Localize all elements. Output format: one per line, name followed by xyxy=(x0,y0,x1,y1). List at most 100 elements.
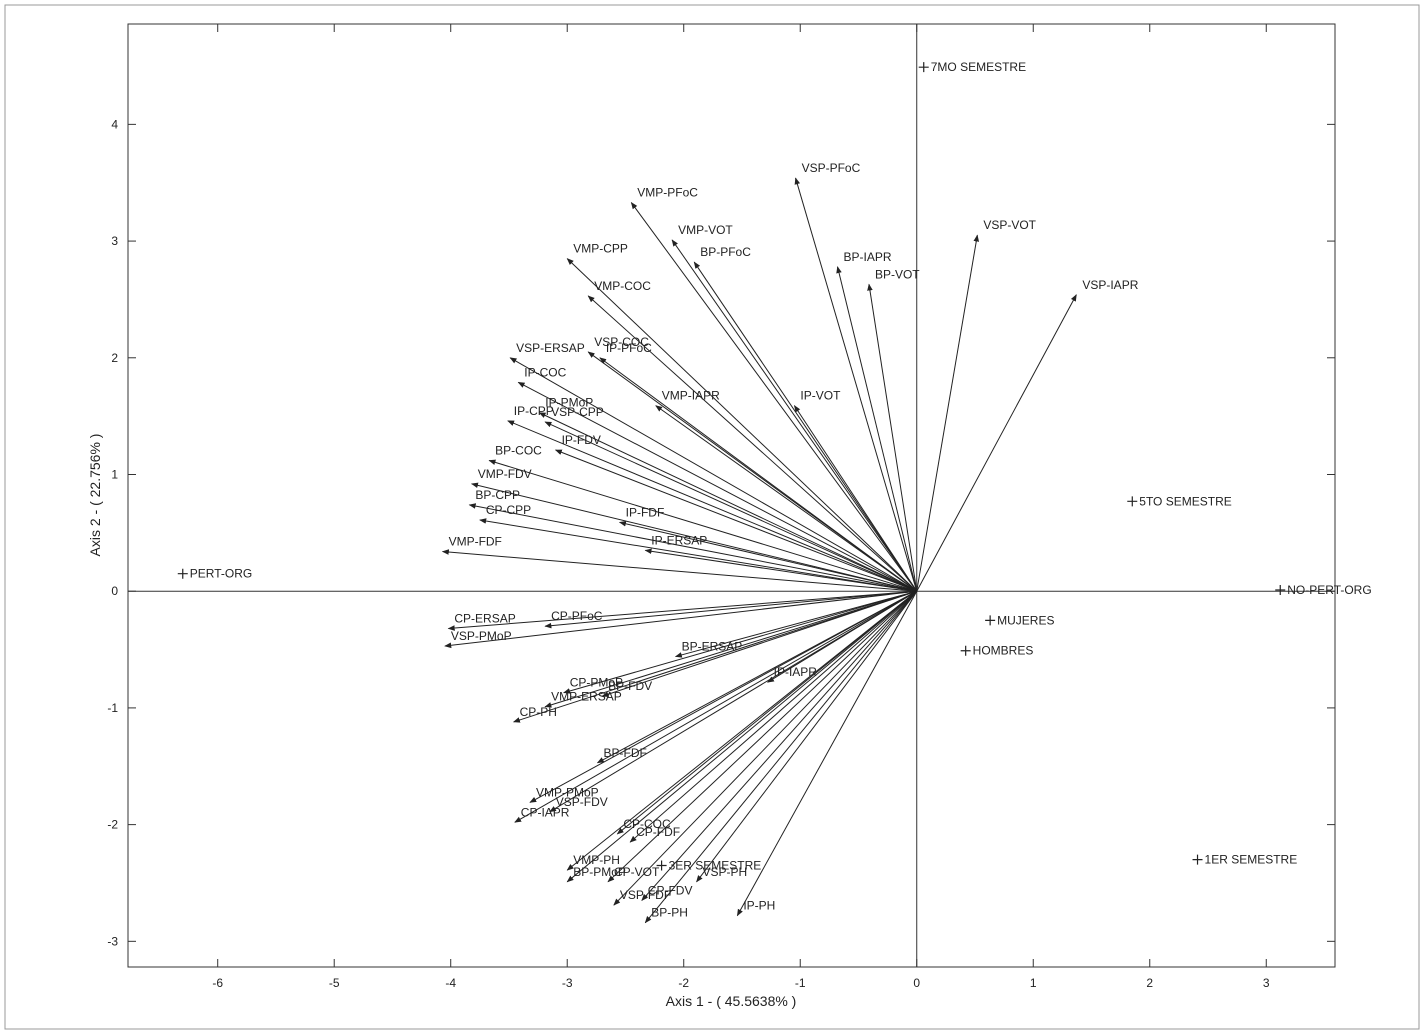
y-tick-label: 3 xyxy=(111,234,118,248)
point-label: PERT-ORG xyxy=(190,567,252,581)
vector-arrow xyxy=(696,590,918,883)
y-tick-label: -1 xyxy=(107,701,118,715)
vector-arrow xyxy=(736,590,918,917)
vector-arrow xyxy=(544,421,917,592)
vector-arrow xyxy=(479,518,917,592)
vector-arrow xyxy=(447,590,917,631)
vector-label: VSP-IAPR xyxy=(1082,278,1138,292)
vector-label: VSP-PH xyxy=(703,865,748,879)
vector-label: VMP-CPP xyxy=(573,242,628,256)
x-tick-label: 2 xyxy=(1146,976,1153,990)
vector-arrow xyxy=(554,449,917,592)
vector-label: VSP-FDV xyxy=(556,795,608,809)
point-marker xyxy=(918,62,929,73)
vector-label: VMP-FDV xyxy=(478,467,532,481)
x-tick-label: 1 xyxy=(1030,976,1037,990)
vector-label: IP-ERSAP xyxy=(651,533,707,547)
page-border xyxy=(4,4,1420,1030)
vector-arrow xyxy=(916,234,980,592)
y-axis-label: Axis 2 - ( 22.756% ) xyxy=(87,434,103,557)
vector-arrow xyxy=(836,266,918,592)
vector-label: VSP-PMoP xyxy=(451,629,512,643)
vector-label: VSP-COC xyxy=(594,335,649,349)
vector-arrow xyxy=(916,294,1077,592)
vector-arrow xyxy=(629,590,918,843)
vector-arrow xyxy=(488,459,917,592)
vector-label: BP-FDV xyxy=(608,679,652,693)
vector-arrow xyxy=(444,590,917,649)
x-tick-label: 0 xyxy=(913,976,920,990)
vector-label: VMP-PH xyxy=(573,853,620,867)
vector-label: VMP-COC xyxy=(594,279,651,293)
vector-label: VMP-VOT xyxy=(678,223,733,237)
vector-label: CP-PFoC xyxy=(551,609,603,623)
x-tick-label: -5 xyxy=(329,976,340,990)
y-tick-label: 4 xyxy=(111,117,118,131)
vector-label: CP-PH xyxy=(520,705,557,719)
vector-label: CP-FDF xyxy=(636,825,680,839)
vector-label: IP-PFoC xyxy=(606,341,652,355)
vector-label: BP-PFoC xyxy=(700,245,751,259)
x-tick-label: -3 xyxy=(562,976,573,990)
point-label: HOMBRES xyxy=(973,644,1034,658)
point-label: 5TO SEMESTRE xyxy=(1139,494,1231,508)
vector-label: VMP-PFoC xyxy=(637,186,698,200)
vector-arrow xyxy=(563,590,917,694)
vector-arrow xyxy=(587,295,918,592)
vector-arrow xyxy=(671,239,918,592)
vector-label: IP-FDV xyxy=(562,433,601,447)
vector-arrow xyxy=(507,420,917,592)
vector-arrow xyxy=(471,482,917,592)
vector-arrow xyxy=(674,590,917,658)
vector-label: BP-COC xyxy=(495,443,542,457)
y-tick-label: -3 xyxy=(107,934,118,948)
vector-arrow xyxy=(566,590,918,883)
point-label: 1ER SEMESTRE xyxy=(1205,853,1298,867)
vector-label: VSP-CPP xyxy=(551,405,604,419)
vector-label: BP-CPP xyxy=(475,488,520,502)
vector-arrow xyxy=(613,590,918,906)
vector-arrow xyxy=(641,590,918,901)
vector-arrow xyxy=(544,590,917,629)
vector-label: BP-PMoP xyxy=(573,865,626,879)
vector-label: VSP-PFoC xyxy=(802,161,861,175)
vector-label: CP-VOT xyxy=(614,865,660,879)
x-tick-label: -2 xyxy=(678,976,689,990)
vector-label: CP-FDV xyxy=(648,883,693,897)
vector-arrow xyxy=(529,590,917,803)
vector-label: CP-COC xyxy=(623,817,671,831)
y-tick-label: 1 xyxy=(111,467,118,481)
vector-arrow xyxy=(544,590,917,708)
point-label: MUJERES xyxy=(997,613,1054,627)
vector-label: BP-ERSAP xyxy=(682,640,743,654)
vector-label: VSP-ERSAP xyxy=(516,341,585,355)
vector-label: IP-PH xyxy=(743,899,775,913)
plot-frame xyxy=(127,23,1336,968)
vector-arrow xyxy=(794,177,918,592)
vector-label: IP-IAPR xyxy=(774,665,818,679)
point-label: 7MO SEMESTRE xyxy=(931,60,1026,74)
vector-label: CP-CPP xyxy=(486,503,531,517)
vector-label: IP-COC xyxy=(524,365,566,379)
vector-label: BP-VOT xyxy=(875,267,920,281)
vector-arrow xyxy=(693,261,918,592)
point-marker xyxy=(656,860,667,871)
point-marker xyxy=(1275,585,1286,596)
vector-label: CP-IAPR xyxy=(521,805,570,819)
point-marker xyxy=(1127,496,1138,507)
vector-label: CP-ERSAP xyxy=(454,612,515,626)
vector-label: IP-FDF xyxy=(626,505,665,519)
vector-arrow xyxy=(512,590,917,723)
point-marker xyxy=(177,568,188,579)
x-tick-label: -4 xyxy=(445,976,456,990)
point-marker xyxy=(1192,854,1203,865)
vector-label: VMP-IAPR xyxy=(662,389,720,403)
point-label: 3ER SEMESTRE xyxy=(669,858,762,872)
vector-arrow xyxy=(607,590,918,883)
vector-arrow xyxy=(599,357,918,592)
vector-arrow xyxy=(867,283,918,592)
x-axis-label: Axis 1 - ( 45.5638% ) xyxy=(666,993,797,1009)
vector-arrow xyxy=(538,412,917,592)
vector-arrow xyxy=(566,590,918,871)
